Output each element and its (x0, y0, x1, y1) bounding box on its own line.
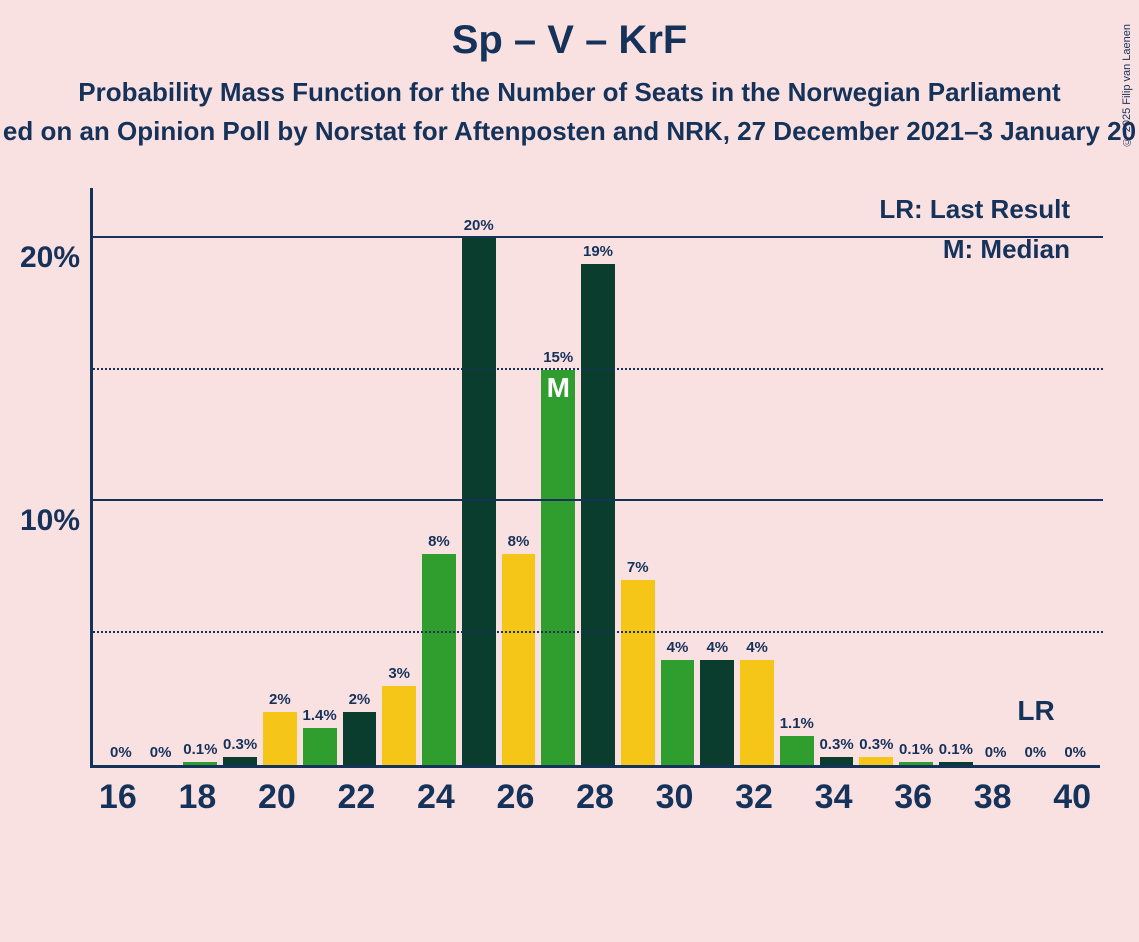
bar-value-label: 2% (250, 691, 310, 708)
bar (740, 660, 774, 765)
x-axis-tick-label: 30 (656, 778, 694, 817)
x-axis-tick-label: 38 (974, 778, 1012, 817)
chart-subtitle-2: ed on an Opinion Poll by Norstat for Aft… (0, 116, 1139, 147)
bar-value-label: 15% (528, 349, 588, 366)
x-axis-tick-label: 32 (735, 778, 773, 817)
x-axis-tick-label: 22 (337, 778, 375, 817)
bar-value-label: 8% (488, 533, 548, 550)
bar (183, 762, 217, 765)
x-axis-tick-label: 16 (99, 778, 137, 817)
bar-value-label: 20% (449, 217, 509, 234)
bar-value-label: 1.1% (767, 715, 827, 732)
bar (343, 712, 377, 765)
bar (382, 686, 416, 765)
bar-value-label: 7% (608, 559, 668, 576)
chart-area: LR: Last Result M: Median 0%0%0.1%0.3%2%… (90, 188, 1139, 848)
gridline-minor (93, 631, 1103, 633)
x-axis-tick-label: 18 (178, 778, 216, 817)
x-axis-tick-label: 20 (258, 778, 296, 817)
bar-value-label: 0.3% (210, 736, 270, 753)
bars-container: 0%0%0.1%0.3%2%1.4%2%3%8%20%8%15%19%7%4%4… (93, 185, 1103, 765)
bar-value-label: 0% (1045, 744, 1105, 761)
bar (422, 554, 456, 765)
bar-value-label: 4% (727, 639, 787, 656)
x-axis-tick-label: 40 (1053, 778, 1091, 817)
bar (541, 370, 575, 765)
bar-value-label: 3% (369, 665, 429, 682)
x-axis-tick-label: 34 (815, 778, 853, 817)
gridline-major (93, 236, 1103, 238)
gridline-minor (93, 368, 1103, 370)
last-result-marker: LR (1017, 695, 1054, 727)
bar (502, 554, 536, 765)
bar (621, 580, 655, 765)
median-marker: M (547, 372, 570, 404)
bar (223, 757, 257, 765)
chart-subtitle-1: Probability Mass Function for the Number… (0, 77, 1139, 108)
bar (661, 660, 695, 765)
x-axis-tick-label: 24 (417, 778, 455, 817)
x-axis-tick-label: 28 (576, 778, 614, 817)
bar (899, 762, 933, 765)
bar (581, 264, 615, 765)
bar-value-label: 2% (329, 691, 389, 708)
bar (700, 660, 734, 765)
chart-titles: Sp – V – KrF Probability Mass Function f… (0, 18, 1139, 147)
bar-value-label: 8% (409, 533, 469, 550)
x-axis-tick-label: 36 (894, 778, 932, 817)
bar (939, 762, 973, 765)
copyright-text: © 2025 Filip van Laenen (1121, 24, 1133, 147)
bar (303, 728, 337, 765)
plot-region: LR: Last Result M: Median 0%0%0.1%0.3%2%… (90, 188, 1100, 768)
x-axis-tick-label: 26 (497, 778, 535, 817)
chart-title: Sp – V – KrF (0, 18, 1139, 63)
bar-value-label: 19% (568, 243, 628, 260)
bar (820, 757, 854, 765)
gridline-major (93, 499, 1103, 501)
bar-value-label: 1.4% (290, 707, 350, 724)
